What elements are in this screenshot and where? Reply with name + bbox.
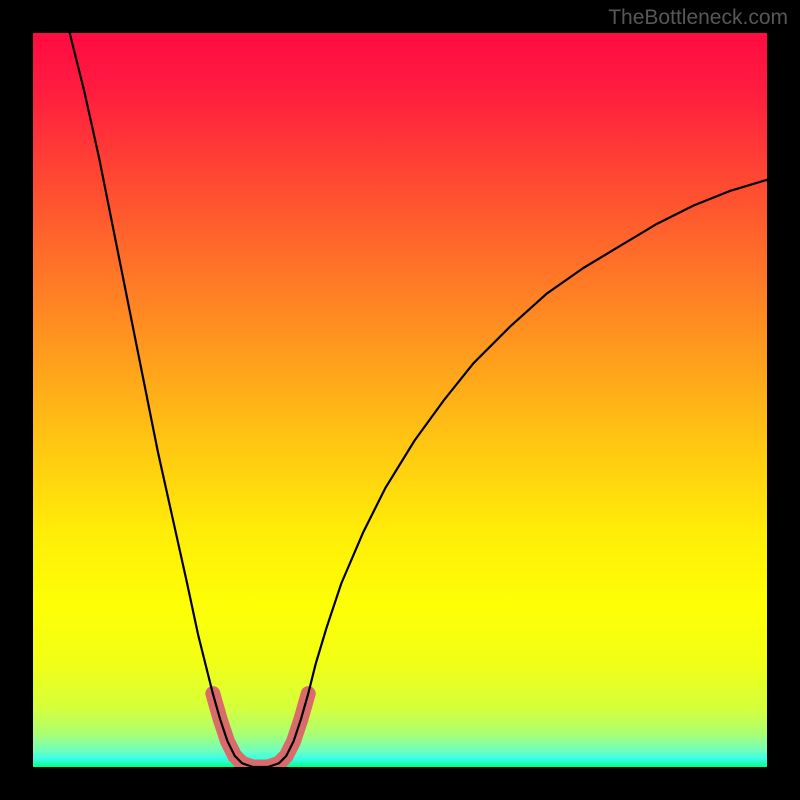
watermark-text: TheBottleneck.com [608,6,788,30]
highlight-segment [213,694,308,767]
plot-area [33,33,767,767]
main-curve [70,33,767,767]
plot-svg [33,33,767,767]
